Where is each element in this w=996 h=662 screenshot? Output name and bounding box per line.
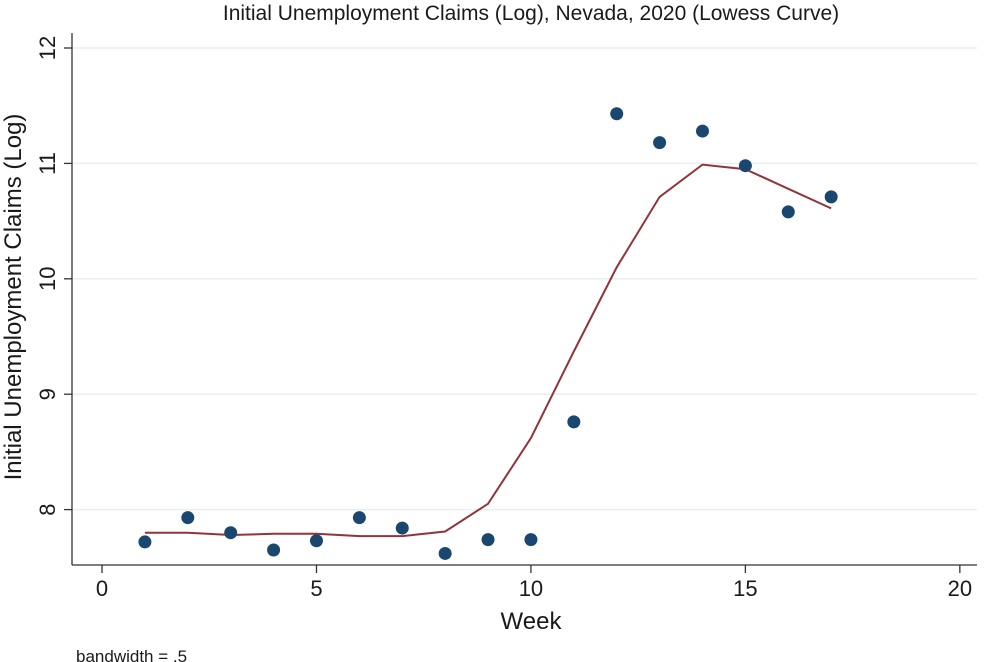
data-point-week-8 <box>438 546 452 560</box>
data-point-week-11 <box>567 415 581 429</box>
y-axis-label: Initial Unemployment Claims (Log) <box>0 114 27 481</box>
x-tick-label-10: 10 <box>519 576 543 601</box>
y-tick-label-8: 8 <box>35 503 60 515</box>
data-point-week-16 <box>781 205 795 219</box>
chart-title: Initial Unemployment Claims (Log), Nevad… <box>223 2 839 25</box>
data-point-week-5 <box>309 534 323 548</box>
data-point-week-15 <box>738 159 752 173</box>
x-axis-label: Week <box>501 608 563 635</box>
scatter-points <box>138 107 838 560</box>
y-tick-label-11: 11 <box>35 152 60 175</box>
lowess-curve <box>144 163 832 538</box>
data-point-week-17 <box>824 190 838 204</box>
x-axis-ticks: 0 5 10 15 20 <box>96 565 972 601</box>
data-point-week-7 <box>395 521 409 535</box>
data-point-week-9 <box>481 533 495 547</box>
data-point-week-6 <box>352 511 366 525</box>
gridlines <box>72 47 977 511</box>
y-tick-label-9: 9 <box>35 388 60 400</box>
x-tick-label-15: 15 <box>733 576 757 601</box>
y-tick-label-10: 10 <box>35 267 60 291</box>
data-point-week-13 <box>653 136 667 150</box>
data-point-week-12 <box>610 107 624 121</box>
x-tick-label-0: 0 <box>96 576 108 601</box>
x-tick-label-5: 5 <box>310 576 322 601</box>
data-point-week-2 <box>181 511 195 525</box>
data-point-week-3 <box>224 526 238 540</box>
data-point-week-4 <box>267 543 281 557</box>
data-point-week-1 <box>138 535 152 549</box>
data-point-week-14 <box>695 124 709 138</box>
bandwidth-note: bandwidth = .5 <box>76 647 187 662</box>
x-tick-label-20: 20 <box>948 576 972 601</box>
y-tick-label-12: 12 <box>35 36 60 60</box>
data-point-week-10 <box>524 533 538 547</box>
y-axis-ticks: 8 9 10 11 12 <box>35 36 72 516</box>
